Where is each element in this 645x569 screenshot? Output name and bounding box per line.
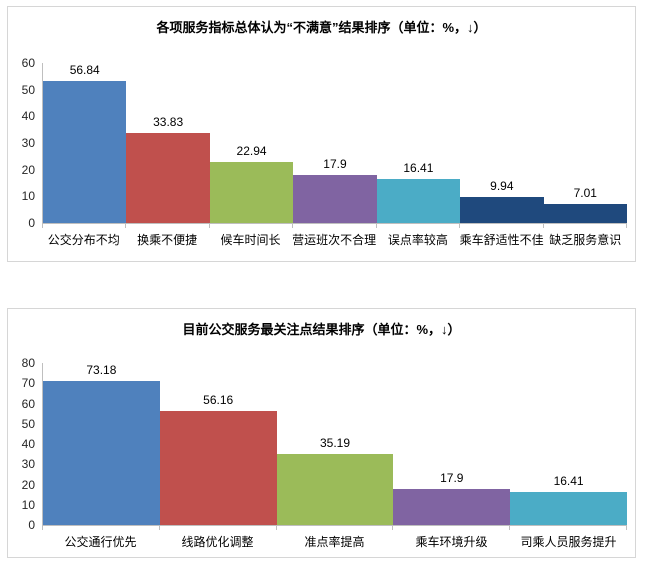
bar-group: 16.41: [510, 363, 627, 525]
bar-value-label: 9.94: [490, 178, 514, 193]
x-axis-tick: [510, 526, 627, 530]
y-tick-label: 20: [21, 477, 35, 492]
x-axis-tick: [160, 526, 277, 530]
x-axis-tick: [43, 224, 127, 228]
bar-group: 22.94: [209, 63, 294, 223]
bar-value-label: 7.01: [573, 186, 597, 201]
bar-value-label: 35.19: [319, 435, 350, 450]
x-category-label: 线路优化调整: [181, 535, 254, 549]
bar: [43, 81, 127, 223]
chart-panel-dissatisfaction-ranking: 各项服务指标总体认为“不满意”结果排序（单位：%，↓） 0 10 20 30 40 50 6…: [7, 6, 636, 262]
bar-value-label: 16.41: [403, 161, 434, 176]
x-category-label: 乘车舒适性不佳: [459, 233, 544, 247]
x-axis-tick: [393, 526, 511, 530]
bar-group: 33.83: [126, 63, 210, 223]
bar-group: 9.94: [460, 63, 544, 223]
y-tick-label: 30: [21, 136, 35, 150]
plot-column: 73.18 56.16 35.19 17.9 16.41 公交通行优先 线路优化调整 准点率…: [42, 363, 627, 550]
bar: [126, 132, 210, 223]
bar-group: 17.9: [393, 363, 511, 525]
y-tick-label: 50: [21, 82, 35, 97]
x-category-label: 准点率提高: [304, 535, 365, 549]
chart-title: 各项服务指标总体认为“不满意”结果排序（单位：%，↓）: [156, 20, 487, 35]
bar-group: 7.01: [543, 63, 627, 223]
bar-value-label: 33.83: [153, 114, 184, 129]
bar-value-label: 56.84: [69, 63, 100, 77]
x-category-label: 乘车环境升级: [415, 535, 488, 549]
y-tick-label: 40: [21, 437, 35, 451]
x-axis-labels: 公交通行优先 线路优化调整 准点率提高 乘车环境升级 司乘人员服务提升: [42, 533, 627, 550]
bar-value-label: 56.16: [203, 393, 234, 408]
bar-value-label: 17.9: [440, 470, 464, 485]
x-category-label: 公交分布不均: [47, 233, 120, 247]
bar-value-label: 22.94: [236, 143, 267, 158]
y-tick-label: 10: [21, 497, 35, 512]
x-category-label: 缺乏服务意识: [549, 233, 622, 247]
y-tick-label: 60: [21, 56, 35, 70]
y-tick-label: 80: [21, 356, 35, 370]
x-axis-tick: [460, 224, 544, 228]
bar-group: 35.19: [276, 363, 394, 525]
bar: [43, 381, 160, 525]
x-category-label: 公交通行优先: [64, 535, 137, 549]
bar-group: 73.18: [43, 363, 160, 525]
chart-body: 0 10 20 30 40 50 60 56.84 33.83 22.94 17.9 16.41 9.…: [8, 56, 635, 248]
y-tick-label: 70: [21, 376, 35, 391]
x-category-label: 司乘人员服务提升: [520, 535, 617, 549]
plot-column: 56.84 33.83 22.94 17.9 16.41 9.94 7.01 公交分布不均 换…: [42, 63, 627, 248]
x-category-label: 换乘不便捷: [137, 233, 198, 247]
bar-value-label: 16.41: [553, 473, 584, 488]
bar-group: 16.41: [376, 63, 461, 223]
plot-area: 56.84 33.83 22.94 17.9 16.41 9.94 7.01: [42, 63, 627, 224]
bar: [376, 179, 461, 223]
chart-title: 目前公交服务最关注点结果排序（单位：%，↓）: [182, 322, 461, 337]
bar-value-label: 73.18: [86, 363, 117, 377]
y-tick-label: 50: [21, 416, 35, 431]
y-axis: 0 10 20 30 40 50 60 70 80: [12, 356, 42, 532]
x-category-label: 候车时间长: [220, 233, 281, 247]
bar: [276, 453, 394, 525]
x-axis-tick: [544, 224, 627, 228]
bar: [510, 491, 627, 525]
bar-value-label: 17.9: [323, 157, 347, 172]
x-axis-tick: [210, 224, 294, 228]
bar: [159, 411, 277, 525]
y-tick-label: 20: [21, 162, 35, 177]
x-axis-tick: [277, 526, 394, 530]
bar: [209, 161, 294, 223]
y-tick-label: 30: [21, 457, 35, 472]
x-axis-tick: [293, 224, 377, 228]
chart-panel-focus-ranking: 目前公交服务最关注点结果排序（单位：%，↓） 0 10 20 30 40 50 60 70 80…: [7, 308, 636, 558]
x-category-label: 误点率较高: [387, 233, 448, 247]
bar: [543, 204, 627, 223]
bar-group: 56.16: [159, 363, 277, 525]
y-tick-label: 60: [21, 396, 35, 411]
bar: [293, 175, 377, 223]
bar: [393, 488, 511, 525]
y-tick-label: 40: [21, 109, 35, 124]
y-tick-label: 0: [28, 518, 35, 532]
bar: [460, 196, 544, 223]
x-axis-ticks: [42, 224, 627, 228]
x-axis-tick: [377, 224, 461, 228]
y-tick-label: 10: [21, 189, 35, 204]
chart-body: 0 10 20 30 40 50 60 70 80 73.18 56.16 35.19 17.9 16.…: [8, 356, 635, 550]
x-axis-labels: 公交分布不均 换乘不便捷 候车时间长 营运班次不合理 误点率较高 乘车舒适性不佳 缺乏服务意…: [42, 231, 627, 248]
y-axis: 0 10 20 30 40 50 60: [12, 56, 42, 230]
bar-group: 17.9: [293, 63, 377, 223]
x-axis-tick: [126, 224, 210, 228]
x-axis-ticks: [42, 526, 627, 530]
x-axis-tick: [43, 526, 160, 530]
plot-area: 73.18 56.16 35.19 17.9 16.41: [42, 363, 627, 526]
bar-group: 56.84: [43, 63, 127, 223]
x-category-label: 营运班次不合理: [292, 233, 377, 247]
y-tick-label: 0: [28, 216, 35, 230]
